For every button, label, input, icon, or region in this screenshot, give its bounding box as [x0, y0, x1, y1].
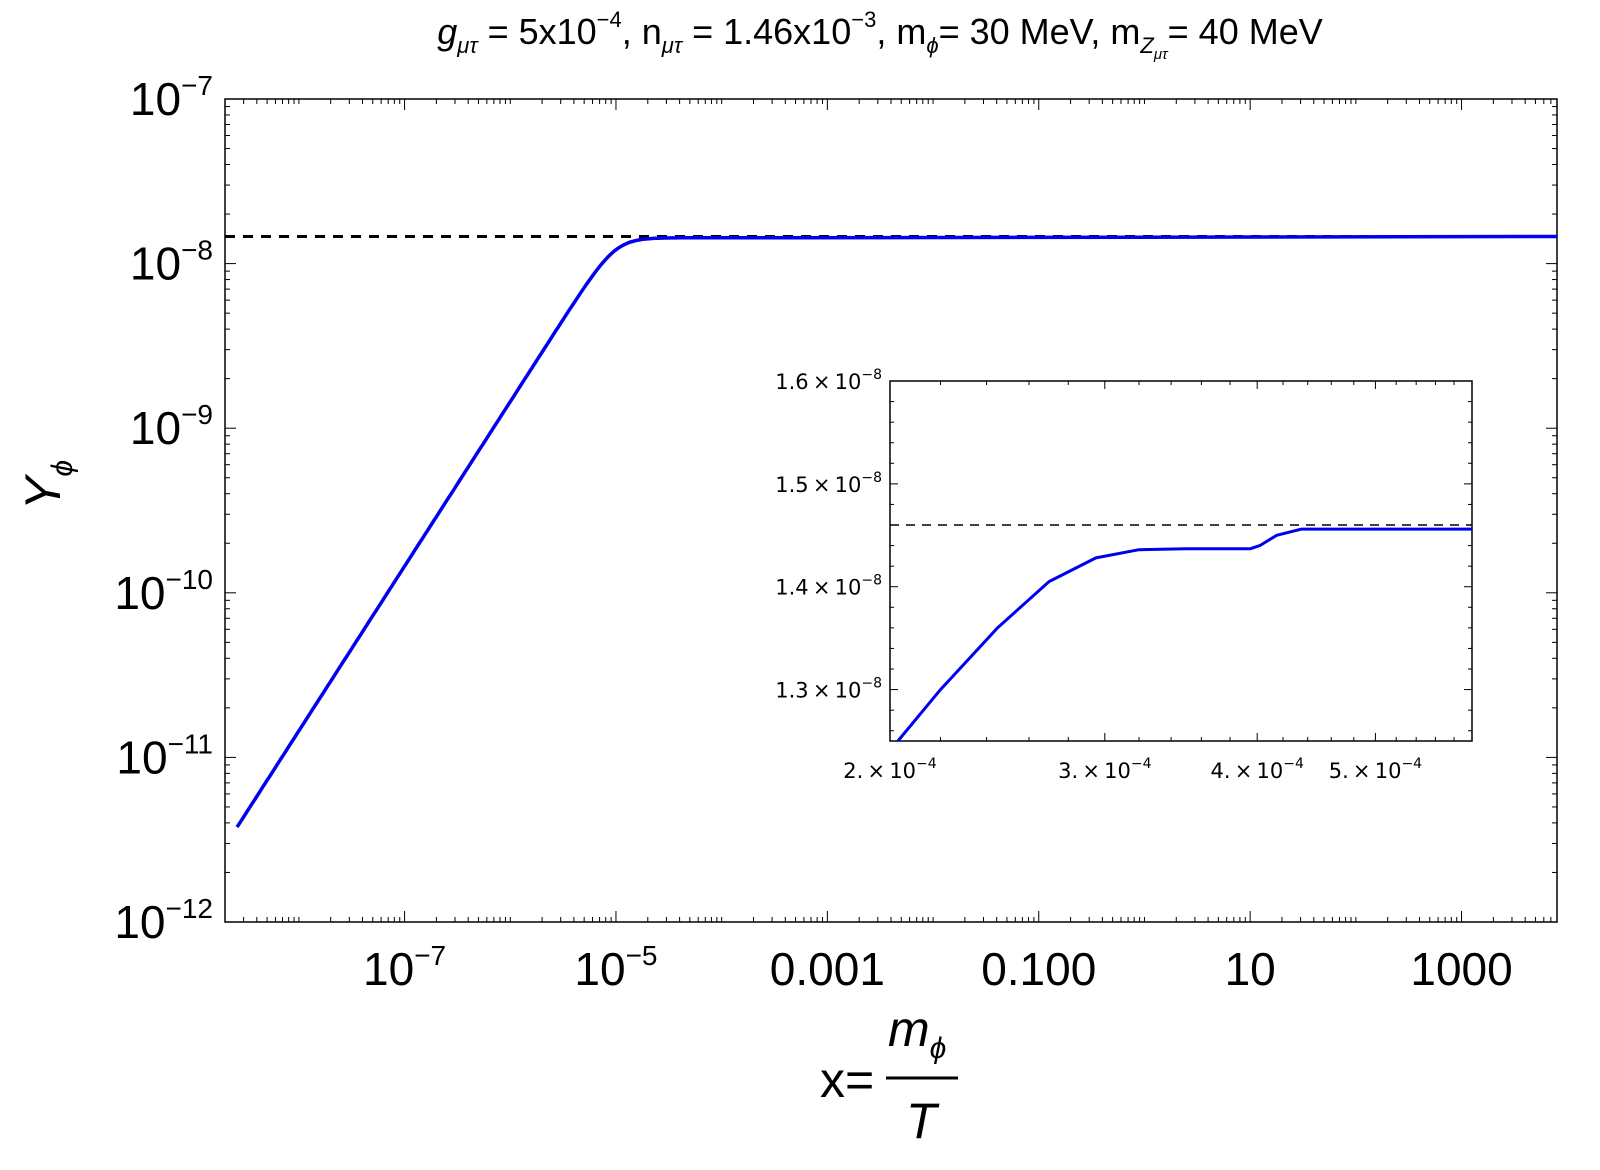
y-axis-label-main: Y — [15, 473, 71, 510]
inset-plot-border — [889, 380, 1473, 742]
x-axis-label-numerator: mϕ — [888, 1001, 946, 1065]
x-tick-label: 10−7 — [363, 940, 446, 995]
title-g-symbol: g — [437, 11, 457, 52]
title-mz-value: = 40 MeV — [1168, 11, 1323, 52]
x-tick-label: 1000 — [1410, 943, 1512, 995]
title-mz-symbol: , m — [1090, 11, 1140, 52]
inset-y-tick-label: 1.3 × 10−8 — [775, 676, 882, 703]
title-n-symbol: , n — [622, 11, 662, 52]
x-tick-label: 10−5 — [574, 940, 657, 995]
inset-axis-ticks — [889, 380, 1473, 741]
inset-x-tick-label: 2. × 10−4 — [843, 756, 936, 783]
y-axis-label-subscript: ϕ — [46, 460, 79, 477]
main-series-layer — [235, 234, 1558, 829]
inset-tick-labels: 2. × 10−4 3. × 10−4 4. × 10−4 5. × 10−4 1.3 … — [775, 367, 1422, 783]
title-m-value: = 30 MeV — [939, 11, 1094, 52]
y-tick-label: 10−12 — [114, 893, 213, 948]
title-n-exponent: −3 — [851, 7, 876, 32]
main-axis-ticks — [224, 98, 1558, 923]
title-n-subscript: μτ — [661, 33, 684, 58]
inset-series-line — [896, 527, 1472, 742]
y-tick-label: 10−11 — [116, 728, 213, 783]
y-tick-label: 10−10 — [114, 564, 213, 619]
inset-x-tick-label: 4. × 10−4 — [1211, 756, 1304, 783]
title-m-subscript: ϕ — [926, 33, 938, 58]
title-n-value: = 1.46x10 — [682, 11, 851, 52]
inset-x-tick-label: 3. × 10−4 — [1058, 756, 1151, 783]
x-axis-label-numerator-main: m — [888, 1001, 930, 1057]
x-tick-label: 0.100 — [981, 943, 1096, 995]
title-mz-subscript: Z — [1139, 33, 1155, 58]
title-g-value: = 5x10 — [478, 11, 597, 52]
x-tick-label: 10 — [1225, 943, 1276, 995]
inset-series-layer — [896, 527, 1472, 742]
main-tick-labels: 10−7 10−5 0.001 0.100 10 1000 10−12 10−11 10−10 1… — [114, 70, 1512, 995]
x-axis-label-prefix: x= — [820, 1052, 874, 1108]
inset-background — [889, 380, 1473, 742]
inset-y-tick-label: 1.5 × 10−8 — [775, 470, 882, 497]
y-tick-label: 10−7 — [130, 70, 213, 125]
inset-y-tick-label: 1.6 × 10−8 — [775, 367, 882, 394]
x-axis-label-numerator-subscript: ϕ — [930, 1032, 947, 1065]
title-mz-subsubscript: μτ — [1153, 46, 1169, 63]
title-m-symbol: , m — [876, 11, 926, 52]
x-axis-label-denominator: T — [906, 1093, 940, 1149]
x-tick-label: 0.001 — [770, 943, 885, 995]
y-axis-label: Yϕ — [15, 460, 79, 510]
title-g-exponent: −4 — [597, 7, 622, 32]
main-series-line — [235, 234, 1558, 829]
chart-title: gμτ = 5x10−4, nμτ = 1.46x10−3, mϕ= 30 Me… — [437, 7, 1322, 63]
x-axis-label: x= mϕ T — [820, 1001, 958, 1149]
y-tick-label: 10−9 — [130, 399, 213, 454]
inset-y-tick-label: 1.4 × 10−8 — [775, 573, 882, 600]
title-g-subscript: μτ — [456, 33, 479, 58]
y-tick-label: 10−8 — [130, 235, 213, 290]
inset-x-tick-label: 5. × 10−4 — [1329, 756, 1422, 783]
